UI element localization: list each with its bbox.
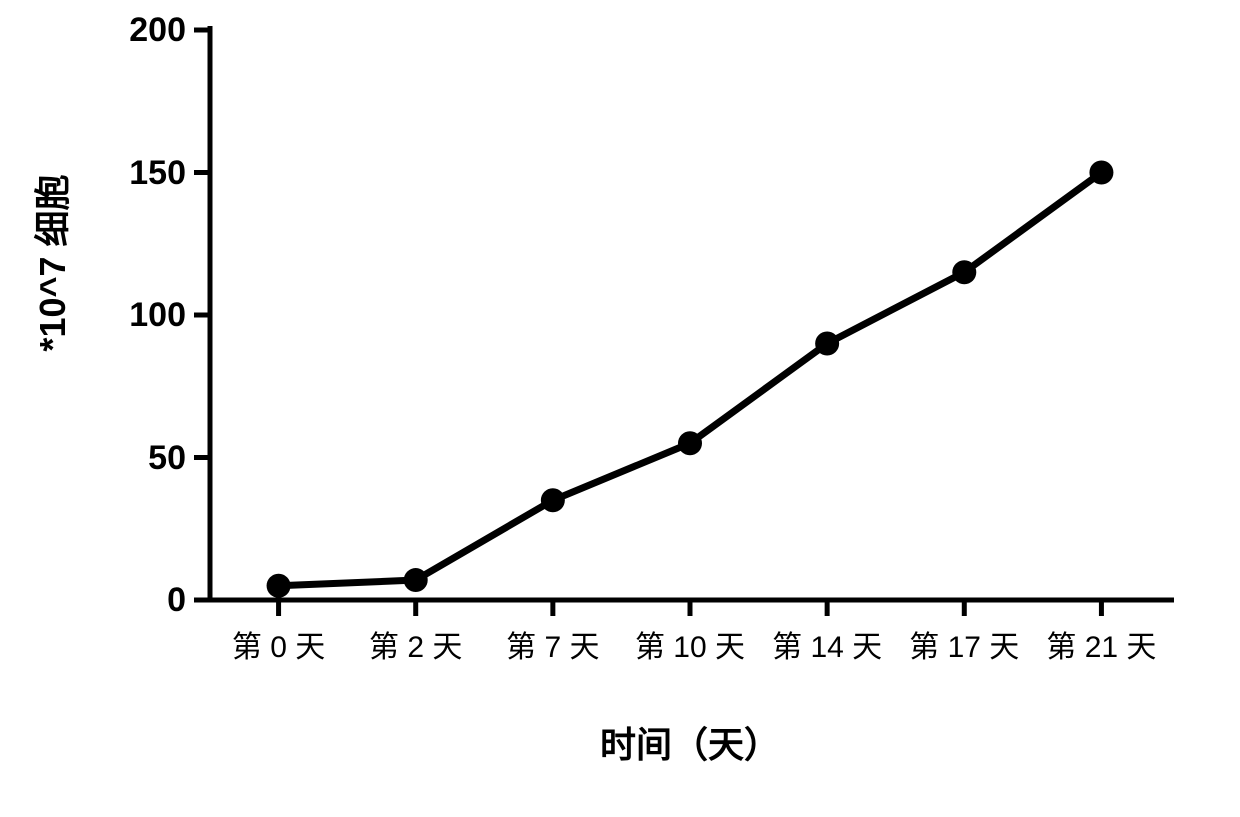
y-tick-label: 0 (167, 581, 186, 620)
x-tick-label: 第 2 天 (347, 622, 484, 666)
y-tick-label: 100 (129, 296, 186, 335)
x-tick-label: 第 21 天 (1033, 622, 1170, 666)
y-tick-label: 50 (148, 439, 186, 478)
x-tick-label: 第 14 天 (759, 622, 896, 666)
x-tick-label: 第 17 天 (896, 622, 1033, 666)
y-axis-title: *10^7 细胞 (24, 143, 76, 383)
y-tick-label: 150 (129, 154, 186, 193)
x-tick-label: 第 10 天 (621, 622, 758, 666)
x-tick-label: 第 7 天 (484, 622, 621, 666)
chart-container: *10^7 细胞 时间（天） 050100150200 第 0 天第 2 天第 … (0, 0, 1240, 817)
chart-svg (0, 0, 1240, 817)
y-tick-label: 200 (129, 11, 186, 50)
x-tick-label: 第 0 天 (210, 622, 347, 666)
x-axis-title: 时间（天） (540, 716, 840, 768)
